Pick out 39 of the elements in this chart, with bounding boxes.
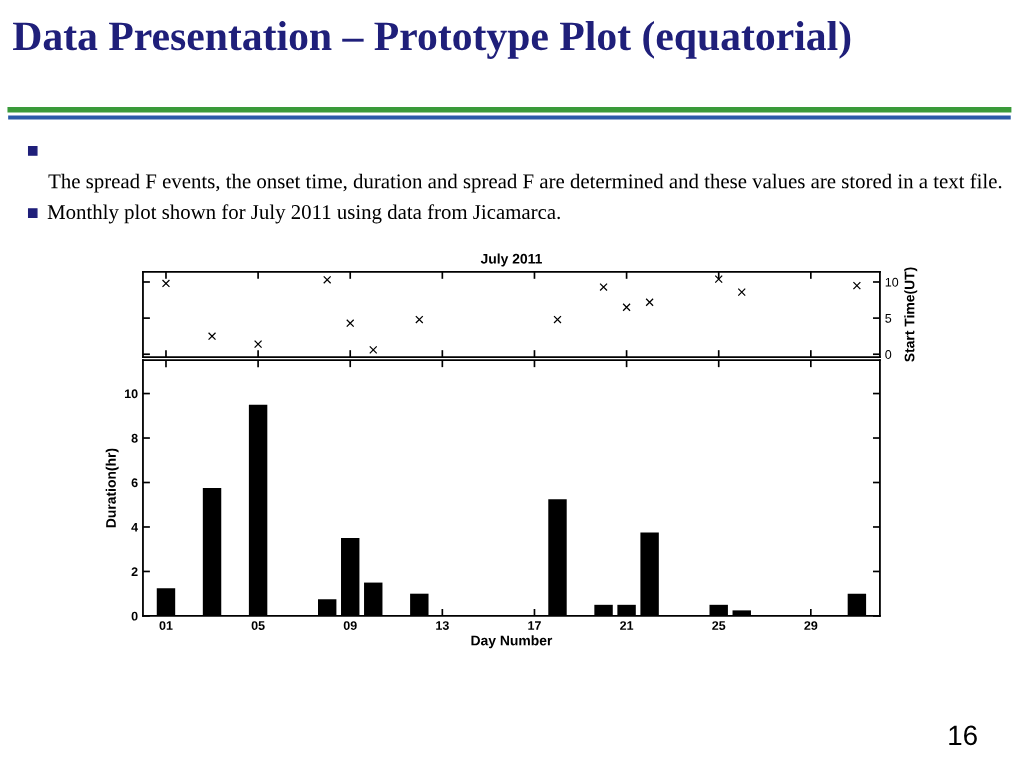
- point: [415, 315, 424, 324]
- y-axis-title: Start Time(UT): [904, 267, 918, 362]
- point: [161, 279, 171, 288]
- x-tick-label: 09: [343, 621, 357, 630]
- y-tick-label: 4: [131, 522, 139, 532]
- point: [553, 315, 562, 324]
- y-tick-label: 6: [131, 478, 138, 488]
- chart-title: July 2011: [480, 253, 542, 267]
- y-tick-label: 2: [131, 567, 138, 576]
- x-tick-label: 25: [712, 621, 726, 630]
- y-tick-label: 8: [131, 433, 138, 443]
- x-tick-label: 17: [528, 621, 541, 630]
- point: [369, 345, 378, 354]
- point: [346, 319, 355, 328]
- y-axis-title: Duration(hr): [105, 448, 119, 528]
- x-tick-label: 01: [159, 621, 173, 630]
- point: [599, 282, 608, 292]
- text: 16: [949, 725, 977, 746]
- point: [737, 288, 746, 297]
- point: [852, 281, 861, 290]
- y-tick-label: 5: [885, 314, 892, 323]
- point: [254, 340, 263, 349]
- point: [323, 275, 332, 284]
- y-tick-label: 10: [124, 389, 138, 399]
- y-tick-label: 10: [885, 277, 899, 287]
- point: [645, 298, 654, 307]
- point: [622, 303, 631, 312]
- text: Data Presentation – Prototype Plot (equatorial): [13, 21, 851, 59]
- x-tick-label: 21: [620, 621, 634, 630]
- x-tick-label: 13: [436, 621, 449, 630]
- x-axis-title: Day Number: [471, 635, 553, 649]
- point: [207, 332, 217, 341]
- x-tick-label: 29: [804, 621, 818, 630]
- y-tick-label: 0: [885, 350, 892, 359]
- text: Monthly plot shown for July 2011 using data from Jicamarca.: [47, 204, 560, 224]
- point: [714, 274, 723, 284]
- y-tick-label: 0: [131, 611, 138, 621]
- x-tick-label: 05: [251, 621, 265, 630]
- text: The spread F events, the onset time, duration and spread F are determined and these values are stored in a text file.: [48, 173, 1002, 193]
